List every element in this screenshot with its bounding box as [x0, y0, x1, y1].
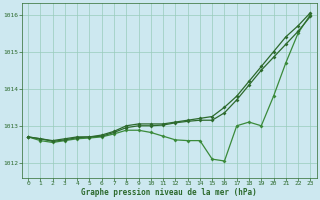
X-axis label: Graphe pression niveau de la mer (hPa): Graphe pression niveau de la mer (hPa)	[81, 188, 257, 197]
